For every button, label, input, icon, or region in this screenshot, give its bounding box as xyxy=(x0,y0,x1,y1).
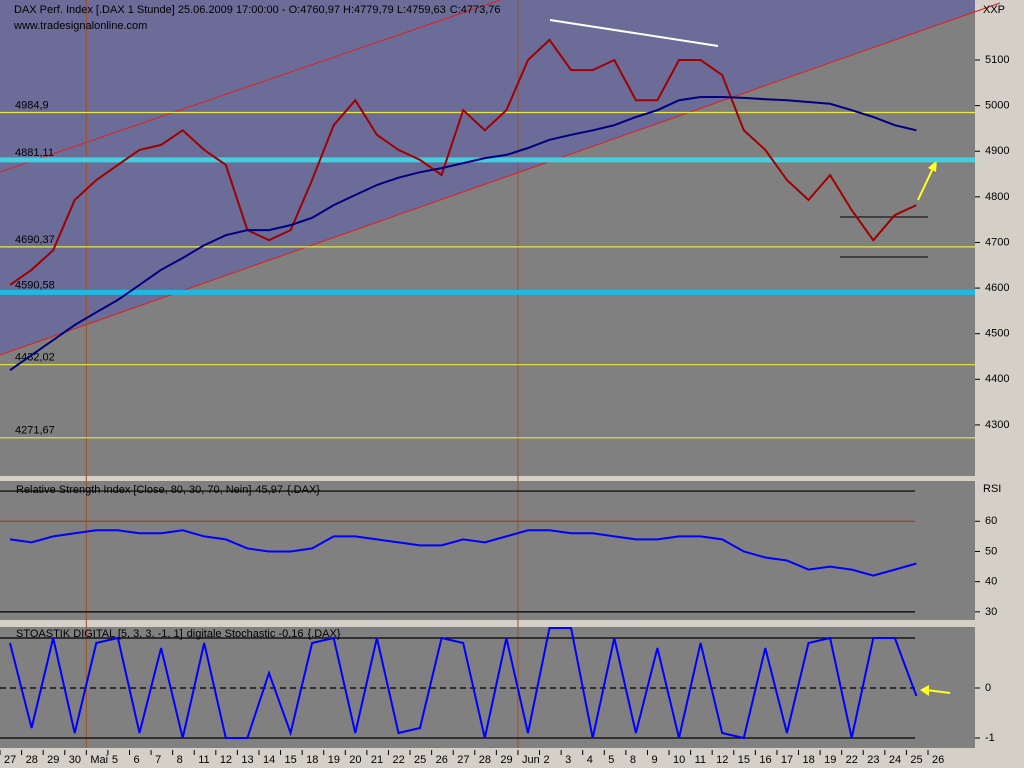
panel-title: C:4773,76 xyxy=(450,4,501,16)
panel-title: digitale Stochastic -0,16 xyxy=(187,628,304,640)
x-tick-label: 25 xyxy=(910,754,922,766)
x-tick-label: 6 xyxy=(133,754,139,766)
y-tick-label: 5100 xyxy=(985,54,1009,66)
y-tick-label: 4800 xyxy=(985,191,1009,203)
panel-title: STOASTIK DIGITAL [5, 3, 3, -1, 1] xyxy=(16,628,183,640)
axis-label: XXP xyxy=(983,4,1005,16)
x-tick-label: 13 xyxy=(241,754,253,766)
y-tick-label: 40 xyxy=(985,576,997,588)
x-tick-label: 17 xyxy=(781,754,793,766)
panel-title: 45,97 xyxy=(255,484,283,496)
series-line xyxy=(9,627,918,740)
x-tick-label: 18 xyxy=(306,754,318,766)
x-tick-label: 29 xyxy=(500,754,512,766)
x-tick-label: 11 xyxy=(695,754,706,766)
x-tick-label: 18 xyxy=(803,754,815,766)
level-label: 4590,58 xyxy=(15,279,55,291)
y-tick-label: 50 xyxy=(985,545,997,557)
trend-line xyxy=(0,2,1001,356)
x-tick-label: 15 xyxy=(285,754,297,766)
y-tick-label: 30 xyxy=(985,606,997,618)
y-tick-label: 60 xyxy=(985,515,997,527)
x-tick-label: Jun xyxy=(522,754,540,766)
x-tick-label: 25 xyxy=(414,754,426,766)
x-tick-label: 26 xyxy=(436,754,448,766)
x-tick-label: 8 xyxy=(630,754,636,766)
x-tick-label: 27 xyxy=(457,754,469,766)
x-tick-label: 22 xyxy=(846,754,858,766)
y-tick-label: 4400 xyxy=(985,373,1009,385)
x-tick-label: 7 xyxy=(155,754,161,766)
level-label: 4690,37 xyxy=(15,234,55,246)
x-tick-label: 20 xyxy=(349,754,361,766)
x-tick-label: 2 xyxy=(544,754,550,766)
arrow xyxy=(925,689,951,694)
series-line xyxy=(9,96,917,372)
y-tick-label: 5000 xyxy=(985,100,1009,112)
x-axis xyxy=(0,750,975,768)
series-line xyxy=(9,38,917,286)
x-tick-label: 14 xyxy=(263,754,275,766)
rsi-panel xyxy=(0,481,975,620)
level-label: 4881,11 xyxy=(15,147,54,159)
x-tick-label: Mai xyxy=(90,754,108,766)
trend-line xyxy=(0,0,501,173)
x-tick-label: 22 xyxy=(392,754,404,766)
x-tick-label: 28 xyxy=(479,754,491,766)
level-label: 4984,9 xyxy=(15,99,49,111)
x-tick-label: 23 xyxy=(867,754,879,766)
x-tick-label: 5 xyxy=(112,754,118,766)
arrow xyxy=(917,165,935,201)
axis-label: RSI xyxy=(983,483,1001,495)
x-tick-label: 9 xyxy=(651,754,657,766)
arrow-head xyxy=(928,160,937,172)
panel-title: DAX Perf. Index [.DAX 1 Stunde] 25.06.20… xyxy=(14,4,446,16)
y-tick-label: 0 xyxy=(985,682,991,694)
panel-title: Relative Strength Index [Close, 80, 30, … xyxy=(16,484,251,496)
panel-title: {.DAX} xyxy=(287,484,320,496)
x-tick-label: 12 xyxy=(716,754,728,766)
x-tick-label: 29 xyxy=(47,754,59,766)
x-tick-label: 19 xyxy=(824,754,836,766)
x-tick-label: 3 xyxy=(565,754,571,766)
x-tick-label: 26 xyxy=(932,754,944,766)
y-tick-label: 4300 xyxy=(985,419,1009,431)
x-tick-label: 10 xyxy=(673,754,685,766)
x-tick-label: 24 xyxy=(889,754,901,766)
x-tick-label: 15 xyxy=(738,754,750,766)
x-tick-label: 27 xyxy=(4,754,16,766)
y-tick-label: 4900 xyxy=(985,145,1009,157)
x-tick-label: 16 xyxy=(759,754,771,766)
x-tick-label: 4 xyxy=(587,754,593,766)
panel-title: {.DAX} xyxy=(307,628,340,640)
arrow-head xyxy=(920,685,929,696)
y-tick-label: 4700 xyxy=(985,236,1009,248)
x-tick-label: 19 xyxy=(328,754,340,766)
channel-shade xyxy=(0,0,975,355)
x-tick-label: 21 xyxy=(371,754,383,766)
x-tick-label: 30 xyxy=(69,754,81,766)
source: www.tradesignalonline.com xyxy=(13,20,147,32)
x-tick-label: 11 xyxy=(198,754,209,766)
x-tick-label: 12 xyxy=(220,754,232,766)
level-label: 4271,67 xyxy=(15,425,55,437)
y-tick-label: 4500 xyxy=(985,328,1009,340)
x-tick-label: 8 xyxy=(177,754,183,766)
x-tick-label: 28 xyxy=(26,754,38,766)
resistance-line xyxy=(549,19,719,47)
series-line xyxy=(9,529,917,577)
y-tick-label: -1 xyxy=(985,732,995,744)
y-tick-label: 4600 xyxy=(985,282,1009,294)
x-tick-label: 5 xyxy=(608,754,614,766)
